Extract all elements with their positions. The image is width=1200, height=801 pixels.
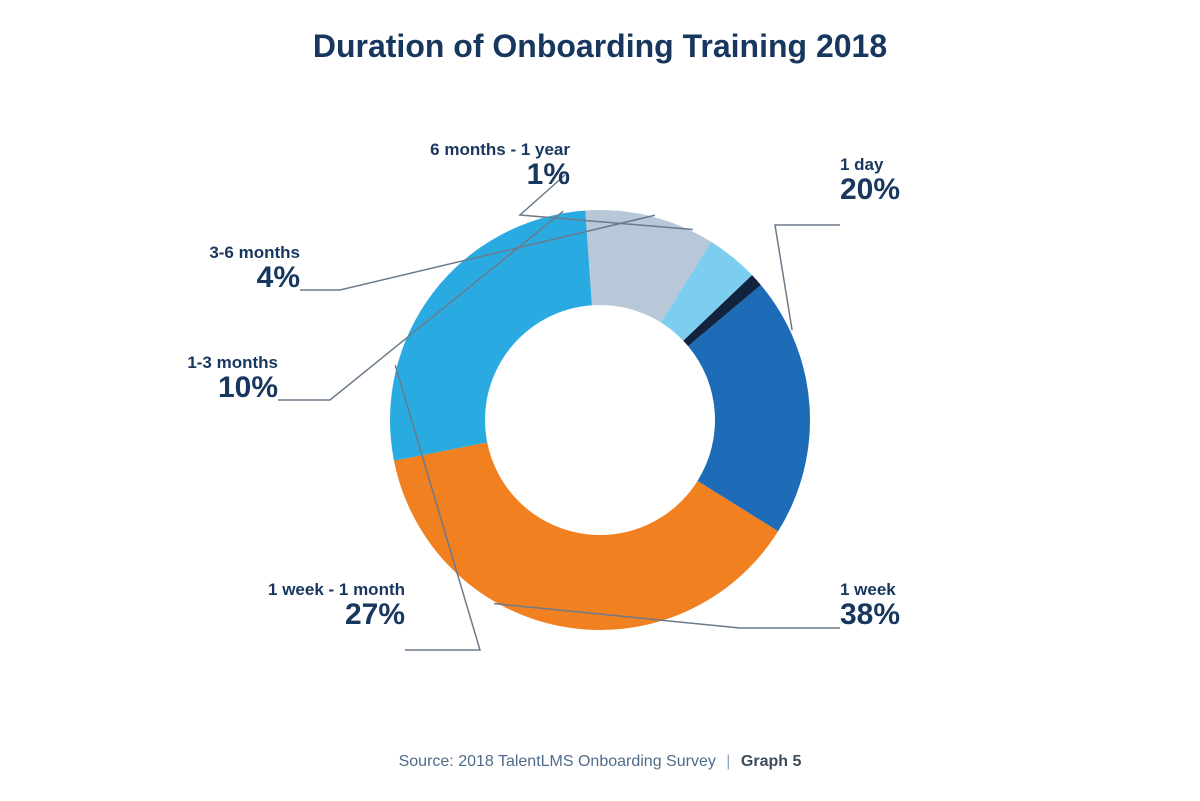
chart-title: Duration of Onboarding Training 2018: [0, 28, 1200, 65]
chart-wrapper: Duration of Onboarding Training 2018 1 d…: [0, 0, 1200, 801]
slice-category-label: 1 week - 1 month: [268, 580, 405, 599]
slice-label: 3-6 months4%: [209, 243, 300, 294]
source-separator: |: [726, 753, 730, 770]
slice-percent-label: 38%: [840, 598, 900, 631]
donut-chart: 1 day20% 1 week38% 1 week - 1 month27% 1-3 …: [0, 0, 1200, 801]
slice-category-label: 1-3 months: [187, 353, 278, 372]
slice-label: 1 day20%: [840, 155, 900, 206]
slice-percent-label: 1%: [527, 158, 570, 191]
slice-category-label: 1 week: [840, 580, 896, 599]
slice-percent-label: 20%: [840, 173, 900, 206]
slice-percent-label: 10%: [218, 371, 278, 404]
source-line: Source: 2018 TalentLMS Onboarding Survey…: [0, 753, 1200, 771]
slice-label: 1 week38%: [840, 580, 900, 631]
leader-line: [775, 225, 840, 330]
slice-category-label: 6 months - 1 year: [430, 140, 570, 159]
slice-category-label: 1 day: [840, 155, 884, 174]
slice-category-label: 3-6 months: [209, 243, 300, 262]
slice-percent-label: 27%: [345, 598, 405, 631]
source-graph: Graph 5: [741, 753, 801, 770]
slice-label: 6 months - 1 year1%: [430, 140, 570, 191]
slice-label: 1-3 months10%: [187, 353, 278, 404]
donut-slice: [390, 211, 592, 461]
source-text: Source: 2018 TalentLMS Onboarding Survey: [399, 753, 716, 770]
slice-label: 1 week - 1 month27%: [268, 580, 405, 631]
slice-percent-label: 4%: [257, 261, 300, 294]
